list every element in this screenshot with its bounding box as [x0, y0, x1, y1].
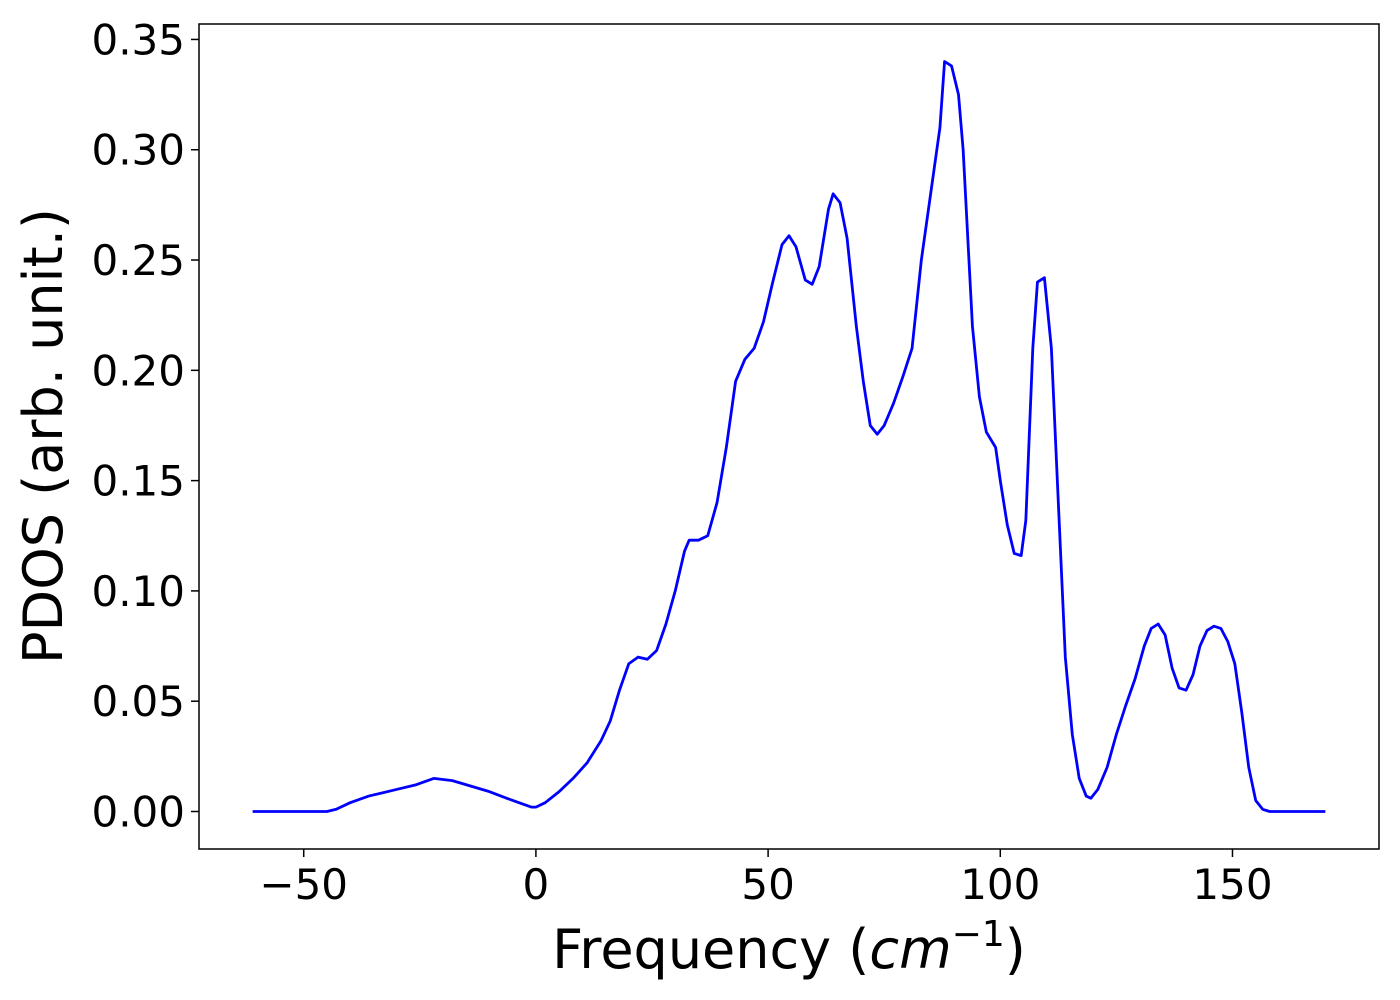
- y-tick-label: 0.05: [91, 677, 185, 726]
- y-tick-label: 0.10: [91, 567, 185, 616]
- y-tick-label: 0.20: [91, 346, 185, 395]
- plot-frame: [198, 23, 1380, 850]
- x-tick-label: 50: [741, 860, 794, 909]
- x-tick-label: −50: [259, 860, 348, 909]
- x-tick-label: 150: [1192, 860, 1272, 909]
- y-tick-label: 0.30: [91, 126, 185, 175]
- y-tick-label: 0.00: [91, 788, 185, 837]
- y-tick-label: 0.25: [91, 236, 185, 285]
- x-label-part: Frequency (: [552, 918, 869, 981]
- y-axis-label: PDOS (arb. unit.): [12, 208, 75, 664]
- x-tick-label: 0: [523, 860, 550, 909]
- x-axis-label: Frequency (cm−1): [552, 914, 1026, 981]
- y-tick-label: 0.35: [91, 15, 185, 64]
- x-label-sup: −1: [952, 914, 1005, 955]
- x-label-part: ): [1005, 918, 1026, 981]
- line: [252, 60, 1326, 813]
- y-tick-label: 0.15: [91, 457, 185, 506]
- x-label-math: cm: [869, 918, 951, 981]
- x-tick-label: 100: [960, 860, 1040, 909]
